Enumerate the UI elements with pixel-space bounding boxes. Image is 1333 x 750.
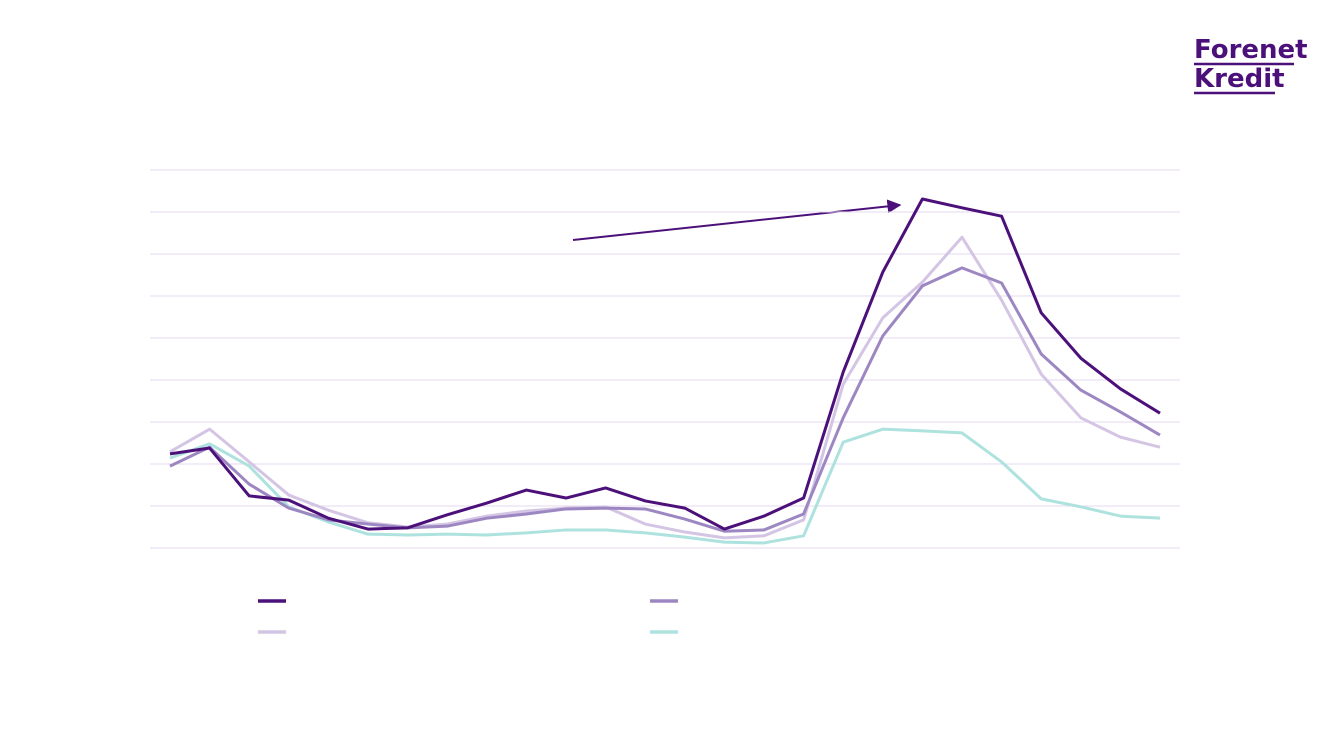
logo-text: Kredit (1194, 64, 1285, 94)
series-line (169, 266, 1161, 533)
series-line (169, 235, 1161, 540)
series-line (169, 197, 1161, 531)
annotation-arrow (572, 199, 902, 241)
logo-text: Forenet (1194, 35, 1308, 65)
series-line (169, 427, 1161, 545)
plot-area (150, 169, 1180, 549)
